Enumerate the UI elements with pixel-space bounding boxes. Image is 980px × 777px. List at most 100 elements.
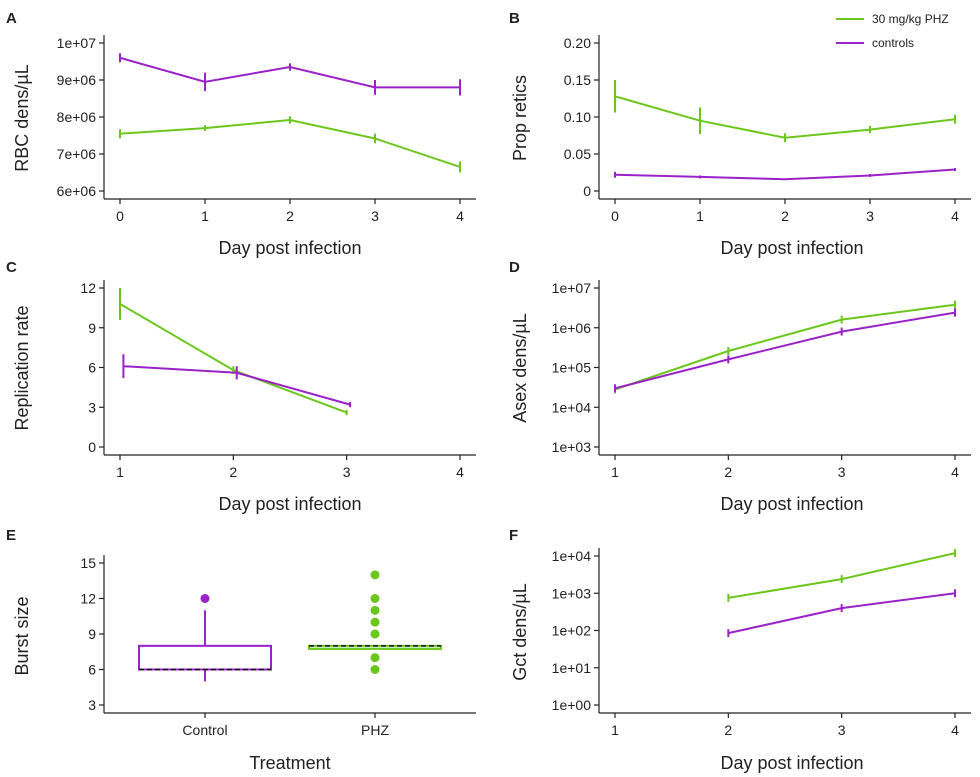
y-tick-label: 9 <box>88 320 96 336</box>
x-tick-label: 1 <box>611 722 619 738</box>
outlier-point <box>370 605 380 615</box>
x-tick-label: 2 <box>286 208 294 224</box>
x-axis-title: Day post infection <box>218 494 361 514</box>
series-controls <box>119 53 461 96</box>
outlier-point <box>370 617 380 627</box>
y-axis-title: Replication rate <box>12 305 32 430</box>
x-axis-title: Treatment <box>249 753 330 773</box>
series-controls <box>614 308 956 393</box>
y-tick-label: 1e+03 <box>552 585 592 601</box>
series-line <box>614 168 956 181</box>
series-phz <box>614 300 956 394</box>
y-tick-label: 7e+06 <box>57 146 97 162</box>
panel-label-d: D <box>509 259 520 276</box>
panel-d: D 1e+03 1e+04 1e+05 1e+06 1e+07 1 2 3 4 Day post i… <box>509 259 971 514</box>
x-tick-label: 3 <box>866 208 874 224</box>
series-line <box>119 303 348 414</box>
x-tick-label: PHZ <box>361 722 389 738</box>
y-tick-label: 0.10 <box>564 109 591 125</box>
box-control <box>138 594 272 682</box>
legend: 30 mg/kg PHZ controls <box>836 12 949 50</box>
outlier-point <box>370 594 380 603</box>
outlier-point <box>370 653 380 663</box>
box-body <box>138 644 272 671</box>
y-tick-label: 0.20 <box>564 35 591 51</box>
y-axis-title: RBC dens/µL <box>12 64 32 171</box>
y-tick-label: 6 <box>88 662 96 678</box>
outlier-point <box>370 629 380 639</box>
y-tick-label: 6 <box>88 360 96 376</box>
y-axis-title: Prop retics <box>510 75 530 161</box>
x-axis-title: Day post infection <box>218 238 361 258</box>
x-tick-label: 2 <box>229 464 237 480</box>
panel-label-a: A <box>6 10 17 27</box>
x-tick-label: 3 <box>371 208 379 224</box>
panel-e: E 3 6 9 12 15 Control PHZ Treatment Burst size <box>6 527 476 773</box>
x-tick-label: 4 <box>951 208 959 224</box>
x-tick-label: 4 <box>951 464 959 480</box>
y-tick-label: 12 <box>80 591 96 607</box>
x-tick-label: 2 <box>724 722 732 738</box>
series-phz <box>614 80 956 143</box>
y-tick-label: 0 <box>583 183 591 199</box>
x-tick-label: Control <box>182 722 227 738</box>
series-controls <box>727 589 956 638</box>
panel-f: F 1e+00 1e+01 1e+02 1e+03 1e+04 1 2 3 4 Day post i… <box>509 527 971 773</box>
y-tick-label: 9e+06 <box>57 72 97 88</box>
x-tick-label: 2 <box>781 208 789 224</box>
series-phz <box>727 549 956 602</box>
y-axis-title: Asex dens/µL <box>510 313 530 422</box>
x-tick-label: 1 <box>116 464 124 480</box>
series-controls <box>122 354 352 408</box>
outlier-point <box>370 570 380 580</box>
panel-a: A 6e+06 7e+06 8e+06 9e+06 1e+07 0 1 2 3 4 Day post … <box>6 10 476 258</box>
y-tick-label: 8e+06 <box>57 109 97 125</box>
y-tick-label: 1e+07 <box>552 280 592 296</box>
series-line <box>728 592 956 635</box>
box-phz <box>308 570 442 674</box>
legend-label: 30 mg/kg PHZ <box>872 12 949 26</box>
y-tick-label: 0 <box>88 439 96 455</box>
x-tick-label: 0 <box>116 208 124 224</box>
panel-label-f: F <box>509 527 518 544</box>
x-tick-label: 3 <box>343 464 351 480</box>
series-line <box>614 95 956 139</box>
y-tick-label: 0.15 <box>564 72 591 88</box>
y-tick-label: 3 <box>88 399 96 415</box>
x-tick-label: 2 <box>724 464 732 480</box>
series-line <box>119 118 461 168</box>
panel-b: B 0 0.05 0.10 0.15 0.20 0 1 2 3 4 Day post infectio… <box>509 10 971 258</box>
panel-label-c: C <box>6 259 17 276</box>
panel-label-e: E <box>6 527 16 544</box>
x-axis-title: Day post infection <box>720 238 863 258</box>
y-tick-label: 1e+04 <box>552 399 592 415</box>
series-phz <box>119 288 348 416</box>
series-line <box>119 56 460 89</box>
series-line <box>614 311 956 390</box>
series-controls <box>614 168 956 181</box>
x-axis-title: Day post infection <box>720 753 863 773</box>
panel-label-b: B <box>509 10 520 27</box>
y-axis-title: Burst size <box>12 596 32 675</box>
x-axis-title: Day post infection <box>720 494 863 514</box>
y-tick-label: 9 <box>88 626 96 642</box>
x-tick-label: 1 <box>696 208 704 224</box>
y-tick-label: 1e+00 <box>552 697 592 713</box>
y-tick-label: 3 <box>88 697 96 713</box>
x-tick-label: 1 <box>201 208 209 224</box>
y-tick-label: 1e+03 <box>552 439 592 455</box>
y-tick-label: 1e+02 <box>552 623 592 639</box>
outlier-point <box>370 665 380 674</box>
y-tick-label: 1e+07 <box>57 35 97 51</box>
series-phz <box>119 116 461 173</box>
x-tick-label: 3 <box>838 722 846 738</box>
legend-label: controls <box>872 36 914 50</box>
y-tick-label: 1e+04 <box>552 548 592 564</box>
y-tick-label: 1e+01 <box>552 660 592 676</box>
y-tick-label: 0.05 <box>564 146 591 162</box>
y-tick-label: 15 <box>80 555 96 571</box>
x-tick-label: 4 <box>456 208 464 224</box>
x-tick-label: 3 <box>838 464 846 480</box>
